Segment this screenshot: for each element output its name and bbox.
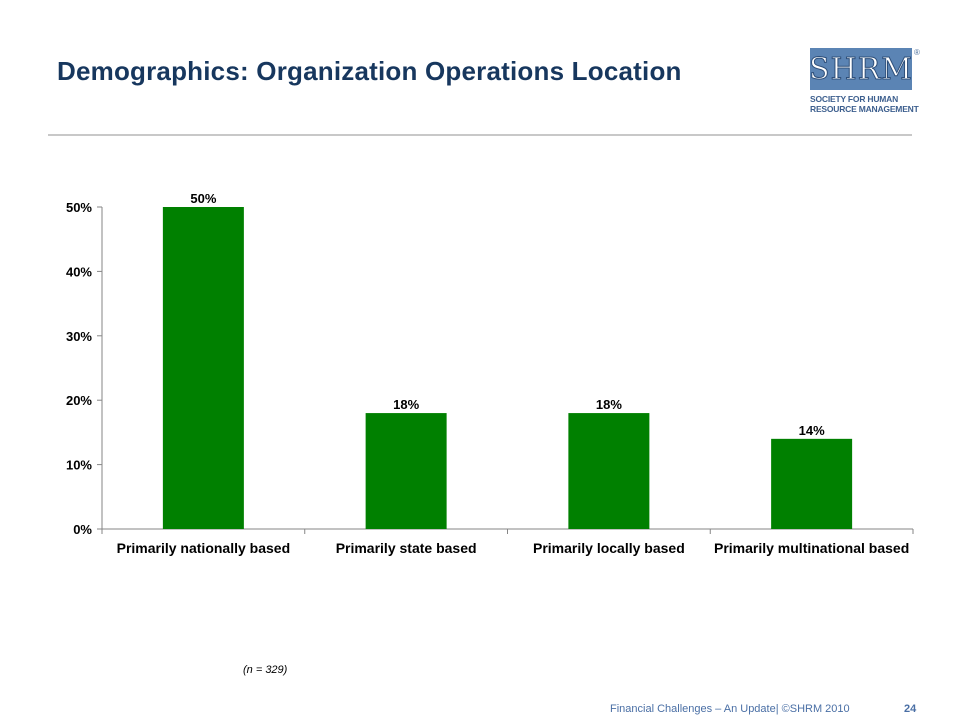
- y-tick-label: 30%: [66, 329, 92, 344]
- data-label: 50%: [190, 191, 216, 206]
- bar: [568, 413, 650, 529]
- x-category-label: Primarily nationally based: [117, 540, 291, 556]
- shrm-logo: SHRM ® SOCIETY FOR HUMAN RESOURCE MANAGE…: [808, 48, 920, 134]
- logo-letters: SHRM: [808, 51, 914, 87]
- data-label: 14%: [799, 423, 825, 438]
- bar: [771, 438, 853, 529]
- y-tick-label: 10%: [66, 458, 92, 473]
- y-tick-label: 50%: [66, 200, 92, 215]
- logo-box: SHRM: [808, 48, 914, 90]
- data-label: 18%: [393, 397, 419, 412]
- page-title: Demographics: Organization Operations Lo…: [57, 56, 682, 86]
- y-tick-label: 20%: [66, 393, 92, 408]
- x-category-label: Primarily state based: [336, 540, 477, 556]
- bar: [162, 207, 244, 529]
- x-category-label: Primarily locally based: [533, 540, 685, 556]
- x-category-label: Primarily multinational based: [714, 540, 909, 556]
- data-label: 18%: [596, 397, 622, 412]
- y-tick-label: 0%: [73, 522, 92, 537]
- y-tick-label: 40%: [66, 264, 92, 279]
- title-divider: [48, 134, 912, 136]
- logo-registered-mark: ®: [914, 48, 920, 57]
- footer-text: Financial Challenges – An Update| ©SHRM …: [610, 703, 850, 715]
- bar: [365, 413, 447, 529]
- sample-size-note: (n = 329): [243, 664, 288, 676]
- logo-tagline-2: RESOURCE MANAGEMENT: [810, 104, 919, 114]
- logo-tagline-1: SOCIETY FOR HUMAN: [810, 94, 899, 104]
- page-number: 24: [904, 703, 917, 715]
